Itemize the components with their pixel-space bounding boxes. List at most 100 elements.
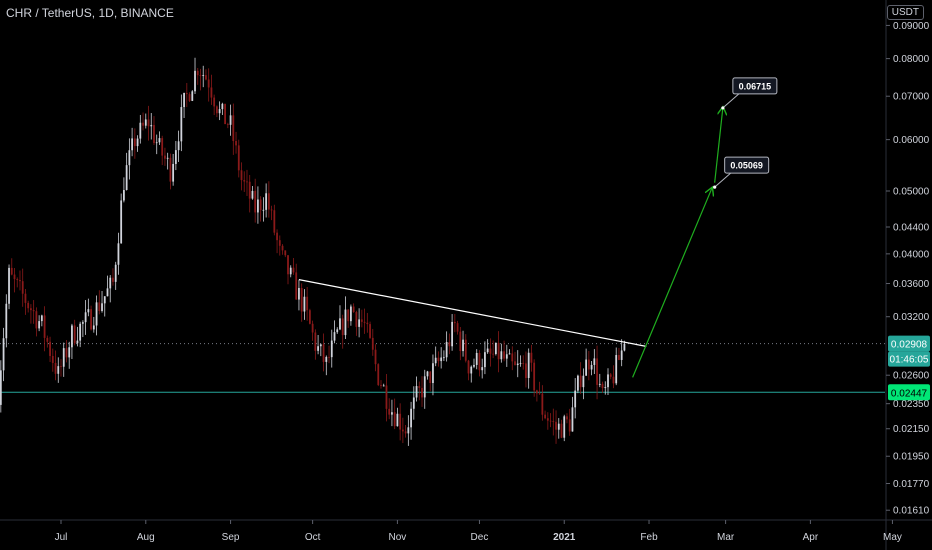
candle-body xyxy=(142,122,144,126)
candle-body xyxy=(226,124,229,125)
time-tick-label: Jul xyxy=(55,532,68,543)
candle-body xyxy=(95,302,98,326)
time-tick-label: Apr xyxy=(803,532,819,543)
candle-body xyxy=(371,337,374,350)
candle-body xyxy=(508,353,511,355)
countdown-badge xyxy=(888,351,930,367)
candle-body xyxy=(284,250,287,256)
candle-body xyxy=(317,346,319,351)
candle-body xyxy=(128,150,131,166)
candle-body xyxy=(207,79,210,88)
candle-body xyxy=(164,155,166,159)
candle-body xyxy=(306,296,309,311)
candle-body xyxy=(330,340,333,358)
candle-body xyxy=(133,138,136,147)
candle-body xyxy=(276,232,278,241)
candle-body xyxy=(109,277,112,289)
candle-body xyxy=(139,122,142,139)
support-price-badge xyxy=(888,384,930,401)
candle-body xyxy=(180,107,183,142)
candle-body xyxy=(125,165,128,191)
candle-body xyxy=(136,138,139,147)
candle-body xyxy=(328,356,330,358)
candle-body xyxy=(300,287,303,312)
candle-body xyxy=(117,243,120,265)
candle-body xyxy=(544,414,546,419)
candle-body xyxy=(596,358,598,385)
candle-body xyxy=(489,348,492,354)
candle-body xyxy=(298,287,300,300)
candle-body xyxy=(314,332,317,351)
candle-body xyxy=(462,339,464,352)
candle-body xyxy=(514,361,516,366)
candle-body xyxy=(503,351,505,359)
candle-body xyxy=(557,423,560,430)
candle-body xyxy=(5,303,8,339)
plot-area: 0.05069 0.06715 xyxy=(0,57,885,446)
candle-body xyxy=(191,91,194,101)
candle-body xyxy=(478,352,481,371)
candle-body xyxy=(120,200,123,244)
candle-body xyxy=(429,371,432,384)
candle-body xyxy=(246,181,248,183)
candle-body xyxy=(46,337,49,342)
candle-body xyxy=(62,348,65,367)
candle-body xyxy=(541,393,544,415)
time-tick-label: Aug xyxy=(137,532,155,543)
target-point xyxy=(721,106,725,110)
currency-unit-button[interactable]: USDT xyxy=(886,5,924,20)
candle-body xyxy=(377,364,380,385)
price-tick-label: 0.09000 xyxy=(893,21,930,32)
target-callout xyxy=(724,156,770,174)
time-tick-label: Nov xyxy=(389,532,407,543)
candle-body xyxy=(150,125,153,127)
candle-body xyxy=(43,315,46,338)
candle-body xyxy=(54,362,57,374)
candle-body xyxy=(590,364,593,370)
candle-body xyxy=(574,390,577,408)
candle-body xyxy=(155,142,158,144)
candle-body xyxy=(426,371,429,377)
candle-body xyxy=(8,267,10,304)
candle-body xyxy=(79,323,82,341)
candle-body xyxy=(235,141,237,146)
candle-body xyxy=(308,310,311,324)
price-badges: 0.02908 01:46:05 0.02447 xyxy=(888,335,930,401)
candle-body xyxy=(391,412,393,415)
candle-body xyxy=(448,342,451,347)
candle-body xyxy=(106,288,109,297)
candle-body xyxy=(604,387,607,389)
candle-body xyxy=(267,193,270,210)
candle-body xyxy=(339,318,341,330)
candle-body xyxy=(199,75,202,77)
price-tick-label: 0.01950 xyxy=(893,452,930,463)
candle-body xyxy=(382,385,385,387)
candle-body xyxy=(347,309,350,322)
candle-body xyxy=(21,281,24,294)
time-tick-label: Mar xyxy=(717,532,735,543)
candle-body xyxy=(81,322,84,324)
candle-body xyxy=(0,370,2,405)
target-callout-label: 0.06715 xyxy=(739,81,772,91)
candle-body xyxy=(98,302,101,311)
candle-body xyxy=(404,431,407,434)
candle-body xyxy=(194,70,196,92)
candle-body xyxy=(620,350,623,360)
price-tick-label: 0.04400 xyxy=(893,223,930,234)
price-tick-label: 0.02600 xyxy=(893,371,930,382)
candle-body xyxy=(123,190,125,201)
candle-body xyxy=(470,366,473,374)
candle-body xyxy=(464,339,467,361)
candle-body xyxy=(363,321,366,323)
candle-body xyxy=(579,375,582,388)
candle-body xyxy=(202,75,205,77)
candle-body xyxy=(270,209,273,211)
candle-body xyxy=(90,309,92,330)
candle-body xyxy=(593,358,596,365)
candle-body xyxy=(380,384,382,386)
candle-body xyxy=(188,94,191,101)
candle-body xyxy=(492,353,495,355)
target-callout-pointer xyxy=(714,172,731,188)
candle-body xyxy=(278,240,281,246)
